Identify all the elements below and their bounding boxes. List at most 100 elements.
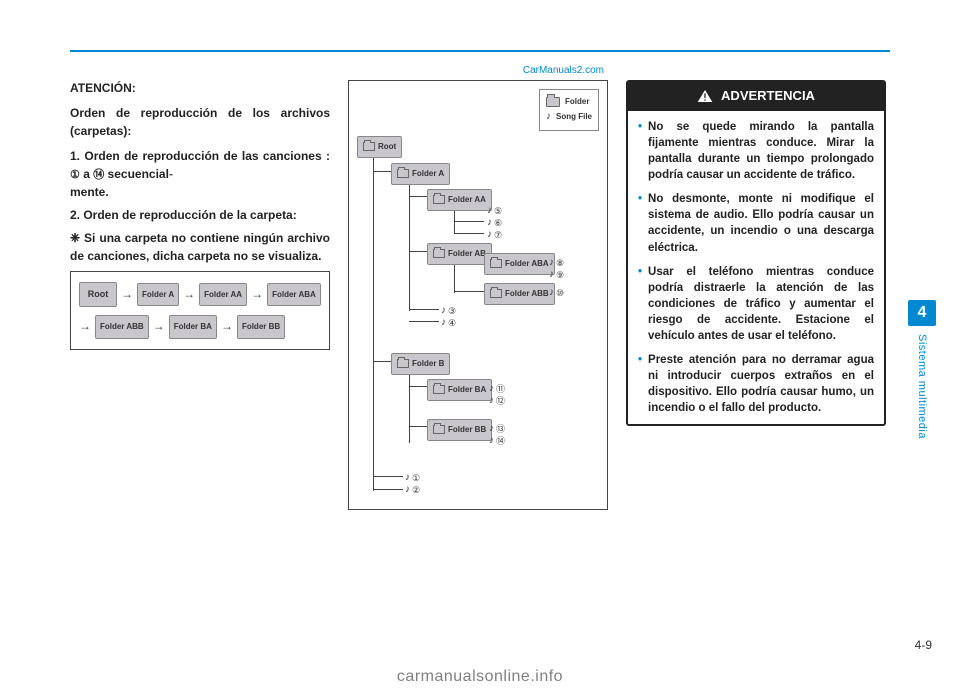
song-9: ♪⑨: [549, 268, 564, 283]
label-folder-aba: Folder ABA: [505, 258, 549, 270]
circled-14: ⑭: [93, 169, 104, 181]
folder-icon: [490, 259, 502, 268]
music-note-icon: ♪: [546, 110, 551, 125]
music-note-icon: ♪: [489, 394, 494, 409]
chapter-number: 4: [908, 300, 936, 326]
label-folder-ab: Folder AB: [448, 248, 486, 260]
music-note-icon: ♪: [405, 483, 410, 498]
warning-bullet-1: •No se quede mirando la pantalla fijamen…: [638, 119, 874, 183]
folder-icon: [546, 97, 560, 107]
label-folder-b: Folder B: [412, 358, 444, 370]
chip-folder-aa: Folder AA: [199, 283, 247, 307]
legend-folder-label: Folder: [565, 96, 589, 108]
arrow-icon: →: [221, 318, 233, 335]
page-content: ATENCIÓN: Orden de reproducción de los a…: [70, 50, 890, 650]
chapter-label: Sistema multimedia: [916, 334, 928, 439]
note-text: Si una carpeta no contiene ningún archiv…: [70, 231, 330, 262]
song-label: ②: [412, 484, 420, 497]
label-root: Root: [378, 141, 396, 153]
folder-icon: [433, 249, 445, 258]
label-folder-bb: Folder BB: [448, 424, 486, 436]
bullet-text: Preste atención para no derramar agua ni…: [648, 352, 874, 416]
tree-line: [409, 386, 427, 387]
bullet-icon: •: [638, 191, 642, 255]
song-10: ♪⑩: [549, 286, 564, 301]
column-3: ADVERTENCIA •No se quede mirando la pant…: [626, 80, 886, 510]
bullet-icon: •: [638, 352, 642, 416]
warning-title: ADVERTENCIA: [721, 87, 815, 106]
page-number: 4-9: [915, 638, 932, 652]
chip-folder-aba: Folder ABA: [267, 283, 321, 307]
item1-suffix: secuencial: [104, 167, 169, 181]
legend-song-row: ♪ Song File: [546, 110, 592, 125]
node-root: Root: [357, 136, 402, 158]
top-rule: [70, 50, 890, 52]
song-label: ⑨: [556, 269, 564, 282]
subheading: Orden de reproducción de los archivos (c…: [70, 105, 330, 140]
bullet-icon: •: [638, 264, 642, 344]
hyphen: -: [169, 167, 173, 181]
column-2: CarManuals2.com Folder ♪ Song File: [348, 80, 608, 510]
song-label: ⑫: [496, 395, 505, 408]
column-1: ATENCIÓN: Orden de reproducción de los a…: [70, 80, 330, 510]
warning-bullet-3: •Usar el teléfono mientras conduce podrí…: [638, 264, 874, 344]
node-folder-aa: Folder AA: [427, 189, 492, 211]
tree-line: [409, 181, 410, 311]
warning-header: ADVERTENCIA: [628, 82, 884, 111]
music-note-icon: ♪: [549, 286, 554, 301]
arrow-icon: →: [153, 318, 165, 335]
legend-folder-row: Folder: [546, 96, 592, 108]
folder-icon: [433, 385, 445, 394]
diagram-tree: Folder ♪ Song File: [348, 80, 608, 510]
folder-icon: [397, 359, 409, 368]
folder-icon: [363, 142, 375, 151]
node-folder-aba: Folder ABA: [484, 253, 555, 275]
song-label: ⑦: [494, 229, 502, 242]
song-7: ♪⑦: [487, 228, 502, 243]
d1-row-2: → Folder ABB → Folder BA → Folder BB: [79, 315, 321, 339]
chip-folder-bb: Folder BB: [237, 315, 285, 339]
node-folder-ab: Folder AB: [427, 243, 492, 265]
folder-icon: [433, 425, 445, 434]
side-tab: 4 Sistema multimedia: [908, 300, 936, 439]
warning-box: ADVERTENCIA •No se quede mirando la pant…: [626, 80, 886, 426]
song-label: ⑩: [556, 287, 564, 300]
node-folder-abb: Folder ABB: [484, 283, 555, 305]
tree-line: [409, 321, 439, 322]
song-label: ④: [448, 317, 456, 330]
circled-1: ①: [70, 169, 80, 181]
label-folder-abb: Folder ABB: [505, 288, 549, 300]
warning-triangle-icon: [697, 89, 713, 103]
tree-line: [409, 371, 410, 443]
arrow-icon: →: [183, 286, 195, 303]
song-label: ⑭: [496, 435, 505, 448]
song-14: ♪⑭: [489, 434, 505, 449]
d1-row-1: Root → Folder A → Folder AA → Folder ABA: [79, 282, 321, 307]
arrow-icon: →: [121, 286, 133, 303]
tree-line: [373, 489, 403, 490]
item-2: 2. Orden de reproducción de la carpeta:: [70, 207, 330, 224]
arrow-icon: →: [79, 318, 91, 335]
label-folder-ba: Folder BA: [448, 384, 486, 396]
tree-line: [409, 251, 427, 252]
chip-root: Root: [79, 282, 117, 307]
arrow-icon: →: [251, 286, 263, 303]
columns: ATENCIÓN: Orden de reproducción de los a…: [70, 80, 886, 510]
tree-line: [409, 309, 439, 310]
item1-prefix: 1. Orden de reproducción de las cancione…: [70, 149, 330, 163]
tree-line: [454, 221, 484, 222]
folder-icon: [397, 169, 409, 178]
label-folder-a: Folder A: [412, 168, 444, 180]
legend: Folder ♪ Song File: [539, 89, 599, 131]
bullet-text: Usar el teléfono mientras conduce podría…: [648, 264, 874, 344]
warning-bullet-4: •Preste atención para no derramar agua n…: [638, 352, 874, 416]
legend-song-label: Song File: [556, 111, 592, 123]
node-folder-ba: Folder BA: [427, 379, 492, 401]
music-note-icon: ♪: [549, 268, 554, 283]
folder-icon: [490, 289, 502, 298]
watermark-inline: CarManuals2.com: [523, 64, 604, 79]
music-note-icon: ♪: [489, 434, 494, 449]
chip-folder-ba: Folder BA: [169, 315, 217, 339]
bullet-icon: •: [638, 119, 642, 183]
note: ❈ Si una carpeta no contiene ningún arch…: [70, 230, 330, 265]
